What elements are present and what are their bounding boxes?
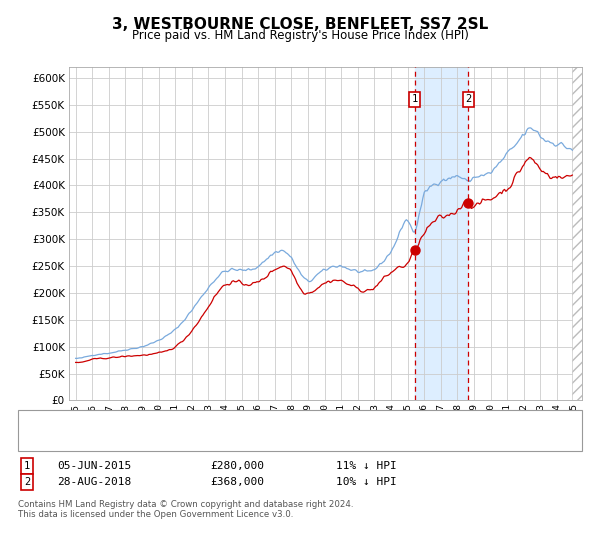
- Text: £368,000: £368,000: [210, 477, 264, 487]
- Text: 1: 1: [24, 461, 30, 471]
- Text: 2: 2: [24, 477, 30, 487]
- Text: Price paid vs. HM Land Registry's House Price Index (HPI): Price paid vs. HM Land Registry's House …: [131, 29, 469, 42]
- Text: 3, WESTBOURNE CLOSE, BENFLEET, SS7 2SL (detached house): 3, WESTBOURNE CLOSE, BENFLEET, SS7 2SL (…: [69, 413, 413, 423]
- Text: £280,000: £280,000: [210, 461, 264, 471]
- Text: HPI: Average price, detached house, Castle Point: HPI: Average price, detached house, Cast…: [69, 435, 369, 445]
- Text: 1: 1: [412, 95, 418, 105]
- Text: ——: ——: [36, 411, 54, 426]
- Bar: [415, 67, 468, 400]
- Text: ——: ——: [36, 432, 54, 447]
- Text: 05-JUN-2015: 05-JUN-2015: [57, 461, 131, 471]
- Text: 28-AUG-2018: 28-AUG-2018: [57, 477, 131, 487]
- Text: 3, WESTBOURNE CLOSE, BENFLEET, SS7 2SL: 3, WESTBOURNE CLOSE, BENFLEET, SS7 2SL: [112, 17, 488, 32]
- Text: 10% ↓ HPI: 10% ↓ HPI: [336, 477, 397, 487]
- Text: Contains HM Land Registry data © Crown copyright and database right 2024.
This d: Contains HM Land Registry data © Crown c…: [18, 500, 353, 519]
- Text: 11% ↓ HPI: 11% ↓ HPI: [336, 461, 397, 471]
- Text: 2: 2: [465, 95, 472, 105]
- Bar: [572, 67, 582, 400]
